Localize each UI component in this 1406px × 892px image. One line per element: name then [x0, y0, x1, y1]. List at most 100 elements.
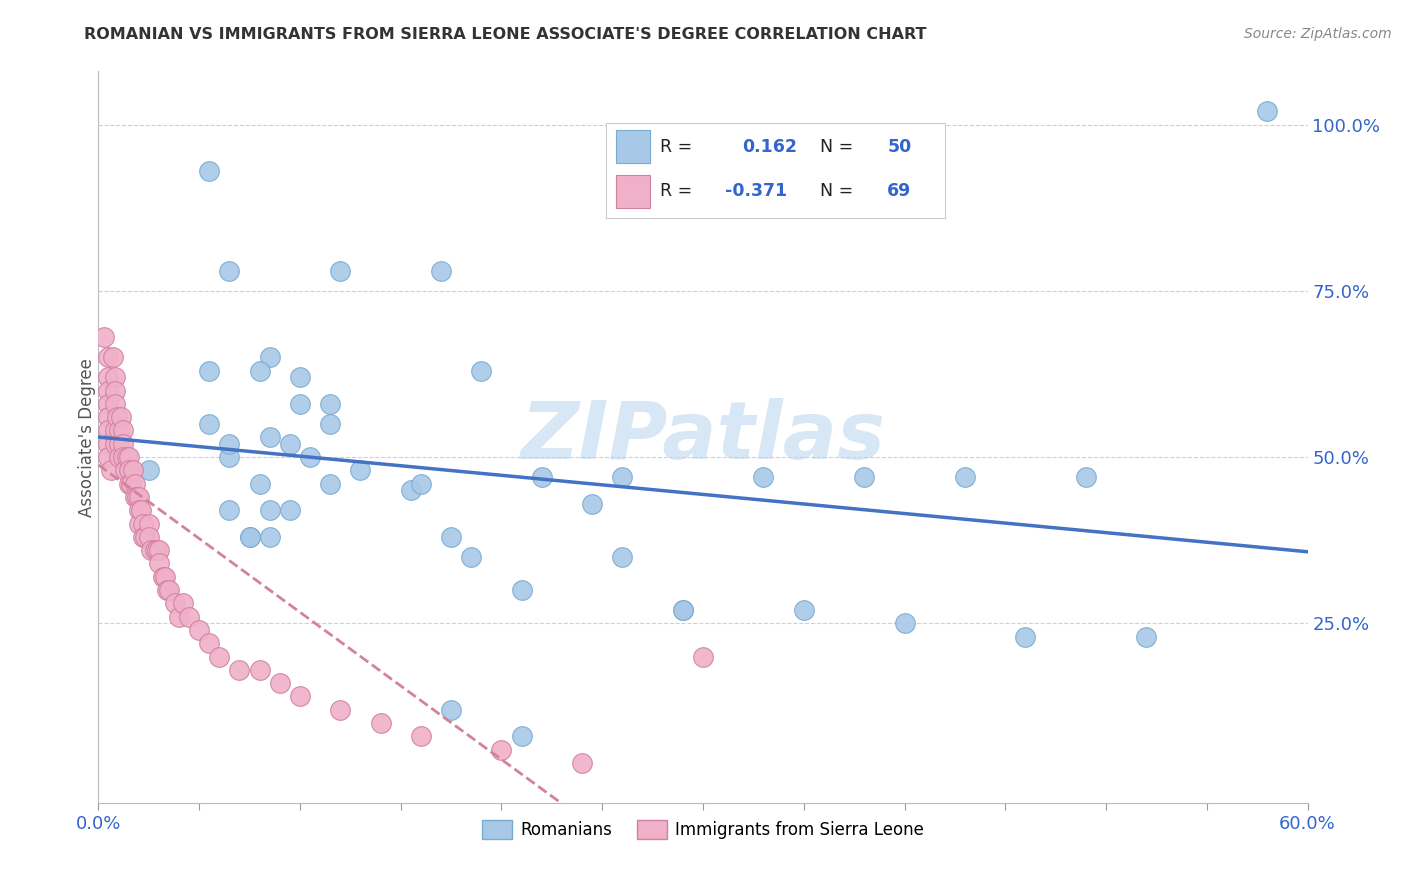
Point [581, 497, 603, 511]
Point [156, 582, 179, 597]
Point [793, 603, 815, 617]
Point [218, 264, 240, 278]
Point [299, 450, 322, 464]
Point [132, 530, 155, 544]
Text: Source: ZipAtlas.com: Source: ZipAtlas.com [1244, 27, 1392, 41]
Point [97, 397, 120, 411]
Point [107, 436, 129, 450]
Point [103, 397, 125, 411]
Point [612, 549, 634, 564]
Point [118, 463, 141, 477]
Text: ROMANIAN VS IMMIGRANTS FROM SIERRA LEONE ASSOCIATE'S DEGREE CORRELATION CHART: ROMANIAN VS IMMIGRANTS FROM SIERRA LEONE… [84, 27, 927, 42]
Point [146, 543, 169, 558]
Point [571, 756, 593, 770]
Point [1256, 104, 1278, 119]
Point [124, 476, 146, 491]
Point [105, 410, 128, 425]
Point [121, 463, 143, 477]
Point [319, 417, 342, 431]
Point [470, 363, 492, 377]
Point [953, 470, 976, 484]
Point [143, 543, 166, 558]
Point [107, 424, 129, 438]
Point [198, 363, 221, 377]
Legend: Romanians, Immigrants from Sierra Leone: Romanians, Immigrants from Sierra Leone [475, 814, 931, 846]
Point [288, 370, 311, 384]
Point [430, 264, 453, 278]
Point [249, 363, 271, 377]
Point [288, 397, 311, 411]
Point [530, 470, 553, 484]
Point [134, 530, 156, 544]
Point [97, 450, 120, 464]
Point [179, 609, 201, 624]
Point [172, 596, 194, 610]
Point [111, 436, 134, 450]
Point [115, 450, 138, 464]
Point [249, 476, 271, 491]
Point [672, 603, 695, 617]
Point [139, 543, 162, 558]
Point [460, 549, 482, 564]
Point [93, 330, 115, 344]
Point [278, 503, 301, 517]
Point [129, 503, 152, 517]
Point [128, 503, 150, 517]
Point [120, 476, 142, 491]
Point [198, 164, 221, 178]
Point [198, 417, 221, 431]
Point [97, 424, 120, 438]
Point [692, 649, 714, 664]
Point [188, 623, 211, 637]
Point [853, 470, 876, 484]
Point [218, 436, 240, 450]
Point [278, 436, 301, 450]
Point [329, 264, 352, 278]
Point [101, 351, 124, 365]
Point [157, 582, 180, 597]
Point [97, 384, 120, 398]
Point [111, 424, 134, 438]
Point [167, 609, 190, 624]
Point [612, 470, 634, 484]
Point [329, 703, 352, 717]
Point [1014, 630, 1036, 644]
Point [128, 490, 150, 504]
Point [152, 570, 174, 584]
Point [148, 557, 170, 571]
Point [97, 410, 120, 425]
Point [138, 463, 160, 477]
Point [370, 716, 392, 731]
Point [239, 530, 262, 544]
Point [319, 476, 342, 491]
Point [100, 463, 122, 477]
Point [103, 436, 125, 450]
Point [107, 450, 129, 464]
Point [208, 649, 231, 664]
Point [138, 530, 160, 544]
Point [491, 742, 513, 756]
Point [148, 543, 170, 558]
Point [259, 503, 281, 517]
Point [132, 516, 155, 531]
Point [510, 582, 533, 597]
Point [259, 351, 281, 365]
Point [409, 476, 432, 491]
Point [103, 384, 125, 398]
Point [198, 636, 221, 650]
Point [114, 463, 136, 477]
Point [259, 430, 281, 444]
Point [752, 470, 775, 484]
Point [103, 424, 125, 438]
Point [125, 490, 148, 504]
Text: ZIPatlas: ZIPatlas [520, 398, 886, 476]
Point [440, 703, 463, 717]
Point [97, 436, 120, 450]
Point [124, 490, 146, 504]
Point [349, 463, 371, 477]
Point [153, 570, 176, 584]
Point [259, 530, 281, 544]
Point [893, 616, 915, 631]
Point [118, 450, 141, 464]
Point [1135, 630, 1157, 644]
